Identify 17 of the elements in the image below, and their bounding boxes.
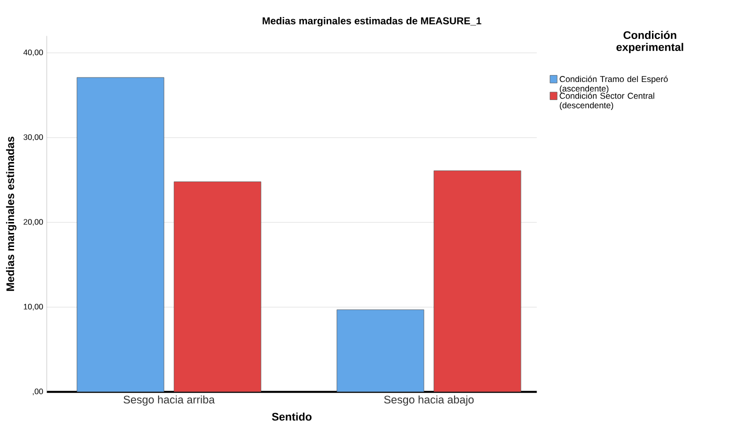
chart-title: Medias marginales estimadas de MEASURE_1	[262, 17, 482, 26]
y-tick-label: ,00	[32, 388, 43, 396]
y-tick-label: 30,00	[24, 134, 43, 141]
bar	[174, 182, 262, 392]
y-tick-label: 20,00	[24, 219, 43, 226]
bar	[76, 77, 164, 392]
bar	[434, 170, 522, 392]
x-axis-title: Sentido	[272, 412, 312, 421]
y-tick-label: 40,00	[23, 50, 43, 56]
bar	[336, 309, 424, 392]
legend-label: Condición Sector Central (descendente)	[560, 92, 654, 110]
legend-label: Condición Tramo del Esperó (ascendente)	[560, 76, 668, 94]
legend-title: Condición experimental	[616, 30, 684, 54]
y-tick-label: 10,00	[24, 304, 43, 310]
x-tick-label: Sesgo hacia arriba	[124, 395, 215, 406]
x-tick-label: Sesgo hacia abajo	[384, 395, 474, 406]
y-axis-title: Medias marginales estimadas	[6, 136, 16, 291]
